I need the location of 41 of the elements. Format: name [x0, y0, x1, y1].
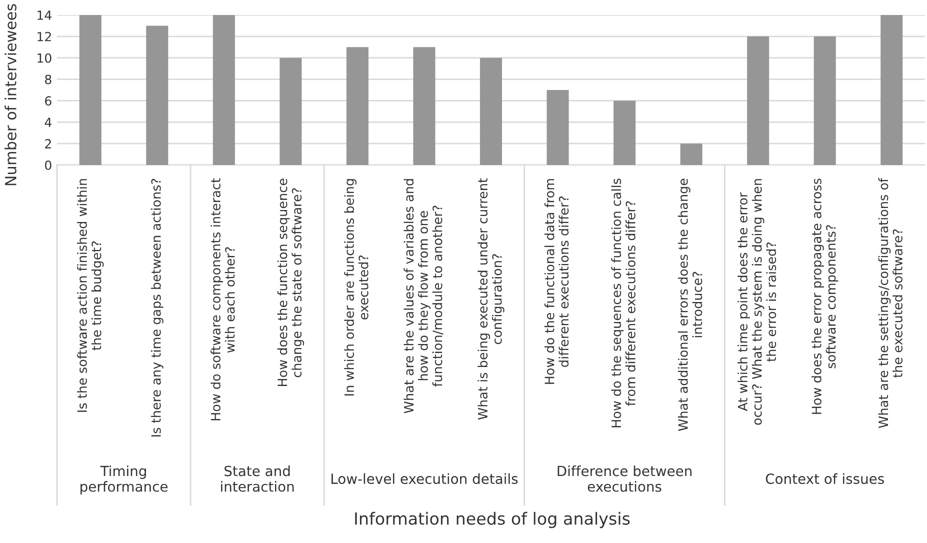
- bar: [880, 15, 903, 165]
- text: Context of issues: [766, 473, 884, 484]
- bar: [480, 58, 502, 165]
- text: Timing performance: [80, 466, 168, 494]
- bar: [280, 58, 302, 165]
- x-tick-label: How does the error propagate across software components?: [812, 178, 838, 414]
- bar: [546, 90, 569, 165]
- y-axis-title: Number of interviewees: [4, 4, 16, 186]
- text: Low-level execution details: [332, 473, 518, 484]
- bar: [680, 144, 702, 165]
- y-tick-label: 8: [45, 74, 52, 84]
- y-tick-label: 0: [45, 160, 52, 170]
- x-tick-label: How do the functional data from different executions differ?: [544, 179, 569, 384]
- x-tick-label: How does the function sequence change the state of software?: [277, 178, 304, 386]
- x-tick-label: How do the sequences of function calls from different executions differ?: [611, 178, 636, 428]
- y-tick-label: 6: [45, 96, 52, 106]
- x-tick-label: What are the values of variables and how do they flow from one function/module to another?: [404, 179, 444, 414]
- y-tick-label: 4: [44, 118, 52, 127]
- x-axis-title: Information needs of log analysis: [355, 512, 630, 528]
- x-tick-label: What are the settings/configurations of the executed software?: [878, 178, 902, 428]
- y-tick-label: 2: [45, 139, 51, 148]
- x-tick-label: How do software components interact with each other?: [210, 178, 235, 420]
- bar: [814, 36, 836, 165]
- x-tick-label: Is the software action finished within the time budget?: [77, 179, 104, 412]
- x-tick-label: Is there any time gaps between actions?: [150, 178, 164, 436]
- y-tick-label: 10: [38, 53, 52, 63]
- y-tick-label: 12: [38, 32, 51, 42]
- bar: [146, 26, 168, 165]
- bar: [79, 15, 102, 165]
- bar: [346, 47, 368, 165]
- text: State and interaction: [221, 466, 294, 492]
- x-tick-label: What additional errors does the change introduce?: [678, 178, 702, 431]
- bar: [212, 15, 235, 165]
- x-tick-label: What is being executed under current configuration?: [478, 178, 504, 420]
- text: Difference between executions: [558, 466, 692, 492]
- bar: [413, 47, 436, 165]
- y-tick-label: 14: [38, 10, 52, 20]
- bar: [747, 36, 770, 165]
- bar: [614, 100, 636, 165]
- x-tick-label: In which order are functions being executed?: [344, 179, 368, 396]
- x-tick-label: At which time point does the error occur? What the system is doing when the error is raised?: [738, 179, 776, 425]
